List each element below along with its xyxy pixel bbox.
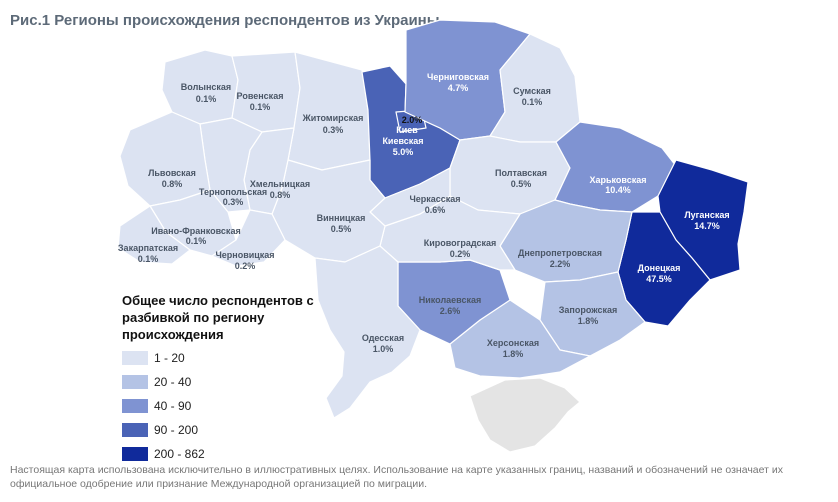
label-lviv-name: Львовская	[148, 168, 196, 178]
region-vinnytsia[interactable]	[271, 159, 386, 263]
label-zhytomyr-value: 0.3%	[323, 125, 344, 135]
legend-item: 1 - 20	[122, 346, 205, 370]
label-zhytomyr-name: Житомирская	[302, 113, 364, 123]
disclaimer-note: Настоящая карта использована исключитель…	[10, 464, 783, 490]
legend-swatch	[122, 351, 148, 365]
label-kyiv-name: Киевская	[382, 136, 423, 146]
legend-label: 40 - 90	[154, 399, 192, 413]
label-lviv-value: 0.8%	[162, 179, 183, 189]
label-cherkasy-value: 0.6%	[425, 205, 446, 215]
label-chernivtsi-name: Черновицкая	[215, 250, 274, 260]
label-zakarpattia-name: Закарпатская	[118, 243, 178, 253]
label-donetsk-value: 47.5%	[646, 274, 672, 284]
label-luhansk-name: Луганская	[684, 210, 729, 220]
label-kyiv-city-value: 2.0%	[402, 115, 423, 125]
legend-swatch	[122, 399, 148, 413]
legend: 1 - 20 20 - 40 40 - 90 90 - 200 200 - 86…	[122, 346, 205, 466]
label-zaporizhzhia-name: Запорожская	[559, 305, 617, 315]
label-sumy-name: Сумская	[513, 86, 551, 96]
label-dnipro-value: 2.2%	[550, 259, 571, 269]
label-kyiv-value: 5.0%	[393, 147, 414, 157]
label-zakarpattia-value: 0.1%	[138, 254, 159, 264]
label-volyn-name: Волынская	[181, 82, 231, 92]
label-khmelnytskyi-name: Хмельницкая	[250, 179, 310, 189]
label-ternopil-value: 0.3%	[223, 197, 244, 207]
label-cherkasy-name: Черкасская	[409, 194, 460, 204]
label-zaporizhzhia-value: 1.8%	[578, 316, 599, 326]
label-vinnytsia-name: Винницкая	[317, 213, 366, 223]
label-chernihiv-name: Черниговская	[427, 72, 489, 82]
label-sumy-value: 0.1%	[522, 97, 543, 107]
label-mykolaiv-value: 2.6%	[440, 306, 461, 316]
label-kirovohrad-value: 0.2%	[450, 249, 471, 259]
legend-title: Общее число респондентов с разбивкой по …	[122, 293, 314, 342]
legend-label: 20 - 40	[154, 375, 192, 389]
region-lviv[interactable]	[119, 111, 211, 207]
label-rivne-name: Ровенская	[237, 91, 284, 101]
label-kherson-value: 1.8%	[503, 349, 524, 359]
label-kharkiv-name: Харьковская	[590, 175, 647, 185]
label-mykolaiv-name: Николаевская	[419, 295, 482, 305]
label-kirovohrad-name: Кировоградская	[424, 238, 497, 248]
label-donetsk-name: Донецкая	[638, 263, 681, 273]
label-kyiv-city-name: Киев	[396, 125, 418, 135]
legend-swatch	[122, 375, 148, 389]
region-chernivtsi[interactable]	[211, 209, 286, 267]
region-luhansk[interactable]	[657, 159, 749, 281]
legend-label: 90 - 200	[154, 423, 199, 437]
region-crimea	[469, 377, 581, 453]
region-zakarpattia[interactable]	[117, 205, 191, 265]
label-khmelnytskyi-value: 0.8%	[270, 190, 291, 200]
label-kharkiv-value: 10.4%	[605, 185, 631, 195]
label-ternopil-name: Тернопольская	[199, 187, 267, 197]
label-odesa-name: Одесская	[362, 333, 404, 343]
label-vinnytsia-value: 0.5%	[331, 224, 352, 234]
legend-item: 200 - 862	[122, 442, 205, 466]
legend-swatch	[122, 447, 148, 461]
region-odesa[interactable]	[314, 245, 421, 419]
label-poltava-name: Полтавская	[495, 168, 547, 178]
label-poltava-value: 0.5%	[511, 179, 532, 189]
legend-item: 90 - 200	[122, 418, 205, 442]
label-chernihiv-value: 4.7%	[448, 83, 469, 93]
label-dnipro-name: Днепропетровская	[518, 248, 602, 258]
legend-swatch	[122, 423, 148, 437]
label-ivano-frankivsk-value: 0.1%	[186, 236, 207, 246]
region-kherson[interactable]	[449, 299, 591, 379]
region-zhytomyr[interactable]	[287, 51, 371, 171]
legend-label: 1 - 20	[154, 351, 185, 365]
legend-item: 40 - 90	[122, 394, 205, 418]
label-rivne-value: 0.1%	[250, 102, 271, 112]
legend-label: 200 - 862	[154, 447, 205, 461]
label-luhansk-value: 14.7%	[694, 221, 720, 231]
label-kherson-name: Херсонская	[487, 338, 539, 348]
legend-item: 20 - 40	[122, 370, 205, 394]
label-chernivtsi-value: 0.2%	[235, 261, 256, 271]
label-odesa-value: 1.0%	[373, 344, 394, 354]
label-volyn-value: 0.1%	[196, 94, 217, 104]
map-title: Рис.1 Регионы происхождения респондентов…	[10, 12, 440, 29]
label-ivano-frankivsk-name: Ивано-Франковская	[151, 226, 240, 236]
